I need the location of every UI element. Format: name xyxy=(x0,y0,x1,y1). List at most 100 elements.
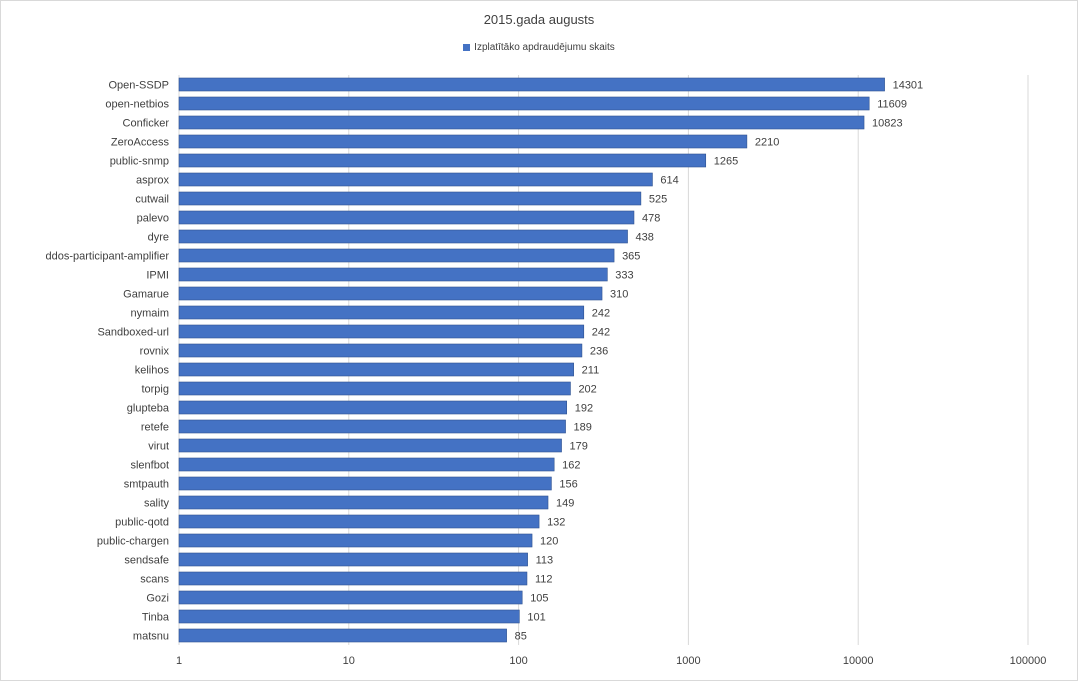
data-label: 11609 xyxy=(877,99,907,111)
data-label: 112 xyxy=(535,574,553,586)
category-label: palevo xyxy=(137,213,169,225)
category-label: cutwail xyxy=(135,194,169,206)
bar xyxy=(178,514,540,529)
data-label: 211 xyxy=(582,365,600,377)
bar xyxy=(178,343,583,358)
bar xyxy=(178,400,568,415)
data-label: 2210 xyxy=(755,137,779,149)
bar xyxy=(178,153,707,168)
category-label: smtpauth xyxy=(124,479,169,491)
data-label: 365 xyxy=(622,251,640,263)
category-label: nymaim xyxy=(130,308,169,320)
bar xyxy=(178,134,748,149)
bar xyxy=(178,248,615,263)
bar xyxy=(178,324,585,339)
category-label: public-qotd xyxy=(115,517,169,529)
bar xyxy=(178,419,566,434)
category-label: retefe xyxy=(141,422,169,434)
data-label: 242 xyxy=(592,308,610,320)
data-label: 132 xyxy=(547,517,565,529)
data-label: 236 xyxy=(590,346,608,358)
bar xyxy=(178,571,528,586)
data-label: 333 xyxy=(615,270,633,282)
category-label: glupteba xyxy=(127,403,170,415)
data-label: 478 xyxy=(642,213,660,225)
bar xyxy=(178,305,585,320)
category-label: rovnix xyxy=(140,346,170,358)
category-label: dyre xyxy=(148,232,169,244)
data-label: 202 xyxy=(578,384,596,396)
data-label: 192 xyxy=(575,403,593,415)
data-label: 1265 xyxy=(714,156,738,168)
data-label: 179 xyxy=(570,441,588,453)
data-label: 120 xyxy=(540,536,558,548)
category-label: sendsafe xyxy=(124,555,169,567)
chart-title: 2015.gada augusts xyxy=(483,12,595,27)
data-label: 438 xyxy=(636,232,654,244)
x-tick-label: 100 xyxy=(509,655,527,667)
category-label: ddos-participant-amplifier xyxy=(46,251,170,263)
category-label: sality xyxy=(144,498,170,510)
category-label: Gozi xyxy=(146,593,169,605)
x-tick-label: 1 xyxy=(176,655,182,667)
category-label: asprox xyxy=(136,175,170,187)
legend-label: Izplatītāko apdraudējumu skaits xyxy=(474,42,615,53)
category-label: ZeroAccess xyxy=(111,137,170,149)
bar xyxy=(178,495,549,510)
x-tick-label: 1000 xyxy=(676,655,700,667)
data-label: 85 xyxy=(515,631,527,643)
bar xyxy=(178,115,865,130)
data-label: 189 xyxy=(574,422,592,434)
bar xyxy=(178,628,507,643)
legend: Izplatītāko apdraudējumu skaits xyxy=(1,42,1077,53)
data-label: 101 xyxy=(527,612,545,624)
x-tick-label: 10000 xyxy=(843,655,874,667)
bar xyxy=(178,286,603,301)
category-label: virut xyxy=(148,441,169,453)
bar xyxy=(178,229,628,244)
category-label: Sandboxed-url xyxy=(97,327,169,339)
bar xyxy=(178,96,870,111)
category-label: slenfbot xyxy=(130,460,169,472)
bar xyxy=(178,552,528,567)
data-label: 614 xyxy=(660,175,678,187)
data-label: 113 xyxy=(536,555,554,567)
category-label: public-snmp xyxy=(110,156,169,168)
category-label: kelihos xyxy=(135,365,170,377)
category-label: IPMI xyxy=(146,270,169,282)
bar xyxy=(178,609,520,624)
category-label: scans xyxy=(140,574,169,586)
data-label: 14301 xyxy=(893,80,924,92)
bar xyxy=(178,381,571,396)
bar xyxy=(178,77,885,92)
category-label: Gamarue xyxy=(123,289,169,301)
data-label: 10823 xyxy=(872,118,903,130)
category-label: torpig xyxy=(141,384,169,396)
data-label: 242 xyxy=(592,327,610,339)
data-label: 310 xyxy=(610,289,628,301)
bar xyxy=(178,438,562,453)
bar xyxy=(178,362,574,377)
category-label: open-netbios xyxy=(105,99,169,111)
category-label: Conficker xyxy=(123,118,170,130)
bar xyxy=(178,590,523,605)
data-label: 149 xyxy=(556,498,574,510)
bar xyxy=(178,172,653,187)
category-label: matsnu xyxy=(133,631,169,643)
x-tick-label: 100000 xyxy=(1010,655,1047,667)
x-tick-label: 10 xyxy=(343,655,355,667)
bar xyxy=(178,457,555,472)
legend-swatch xyxy=(463,44,471,51)
bar xyxy=(178,533,533,548)
category-label: Open-SSDP xyxy=(108,80,169,92)
category-label: public-chargen xyxy=(97,536,169,548)
bar xyxy=(178,476,552,491)
bar xyxy=(178,191,642,206)
data-label: 105 xyxy=(530,593,548,605)
data-label: 525 xyxy=(649,194,667,206)
category-label: Tinba xyxy=(142,612,170,624)
data-label: 156 xyxy=(559,479,577,491)
bar xyxy=(178,267,608,282)
